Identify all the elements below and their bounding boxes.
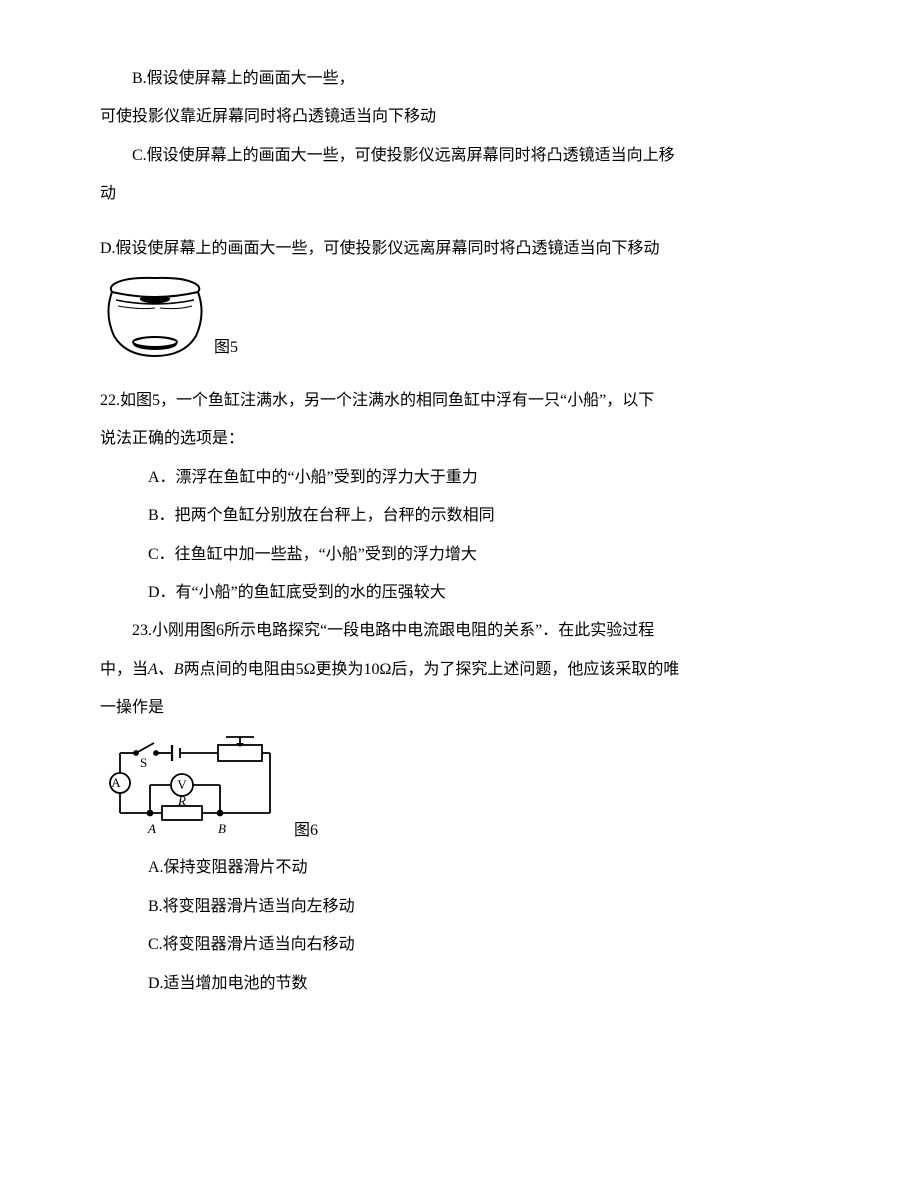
q23-stem-a: 23.小刚用图6所示电路探究“一段电路中电流跟电阻的关系”．在此实验过程 xyxy=(100,612,820,650)
figure-6: S A V R A B 图6 xyxy=(100,733,820,843)
option-c-cont: 动 xyxy=(100,175,820,213)
q22-option-c: C．往鱼缸中加一些盐，“小船”受到的浮力增大 xyxy=(100,536,820,574)
q23-option-c: C.将变阻器滑片适当向右移动 xyxy=(100,926,820,964)
option-d: D.假设使屏幕上的画面大一些，可使投影仪远离屏幕同时将凸透镜适当向下移动 xyxy=(100,230,820,268)
blank-line-2 xyxy=(100,366,820,382)
fishbowl-icon xyxy=(100,274,210,360)
node-b-label: B xyxy=(218,821,226,836)
q22-option-b: B．把两个鱼缸分别放在台秤上，台秤的示数相同 xyxy=(100,497,820,535)
q23-stem-b-prefix: 中，当 xyxy=(100,661,148,678)
figure-5-caption: 图5 xyxy=(214,340,238,360)
q22-option-d: D．有“小船”的鱼缸底受到的水的压强较大 xyxy=(100,574,820,612)
q22-option-a: A．漂浮在鱼缸中的“小船”受到的浮力大于重力 xyxy=(100,459,820,497)
q23-stem-b: 中，当A、B两点间的电阻由5Ω更换为10Ω后，为了探究上述问题，他应该采取的唯 xyxy=(100,651,820,689)
page: B.假设使屏幕上的画面大一些， 可使投影仪靠近屏幕同时将凸透镜适当向下移动 C.… xyxy=(0,0,920,1063)
voltmeter-label: V xyxy=(177,777,187,792)
q22-stem-a: 22.如图5，一个鱼缸注满水，另一个注满水的相同鱼缸中浮有一只“小船”，以下 xyxy=(100,382,820,420)
ammeter-label: A xyxy=(111,775,121,790)
option-b-cont: 可使投影仪靠近屏幕同时将凸透镜适当向下移动 xyxy=(100,98,820,136)
switch-s-label: S xyxy=(140,755,147,770)
circuit-icon: S A V R A B xyxy=(100,733,290,843)
q23-stem-b-mid: 两点间的电阻由5Ω更换为10Ω后，为了探究上述问题，他应该采取的唯 xyxy=(184,661,680,678)
q23-stem-c: 一操作是 xyxy=(100,689,820,727)
node-a-label: A xyxy=(147,821,156,836)
resistor-r-label: R xyxy=(177,793,186,808)
option-b: B.假设使屏幕上的画面大一些， xyxy=(100,60,820,98)
q23-option-b: B.将变阻器滑片适当向左移动 xyxy=(100,888,820,926)
q22-stem-b: 说法正确的选项是： xyxy=(100,420,820,458)
figure-5: 图5 xyxy=(100,274,820,360)
q23-ab-label: A、B xyxy=(148,661,184,678)
option-c: C.假设使屏幕上的画面大一些，可使投影仪远离屏幕同时将凸透镜适当向上移 xyxy=(100,137,820,175)
q23-option-a: A.保持变阻器滑片不动 xyxy=(100,849,820,887)
q23-option-d: D.适当增加电池的节数 xyxy=(100,965,820,1003)
blank-line xyxy=(100,214,820,230)
figure-6-caption: 图6 xyxy=(294,823,318,843)
